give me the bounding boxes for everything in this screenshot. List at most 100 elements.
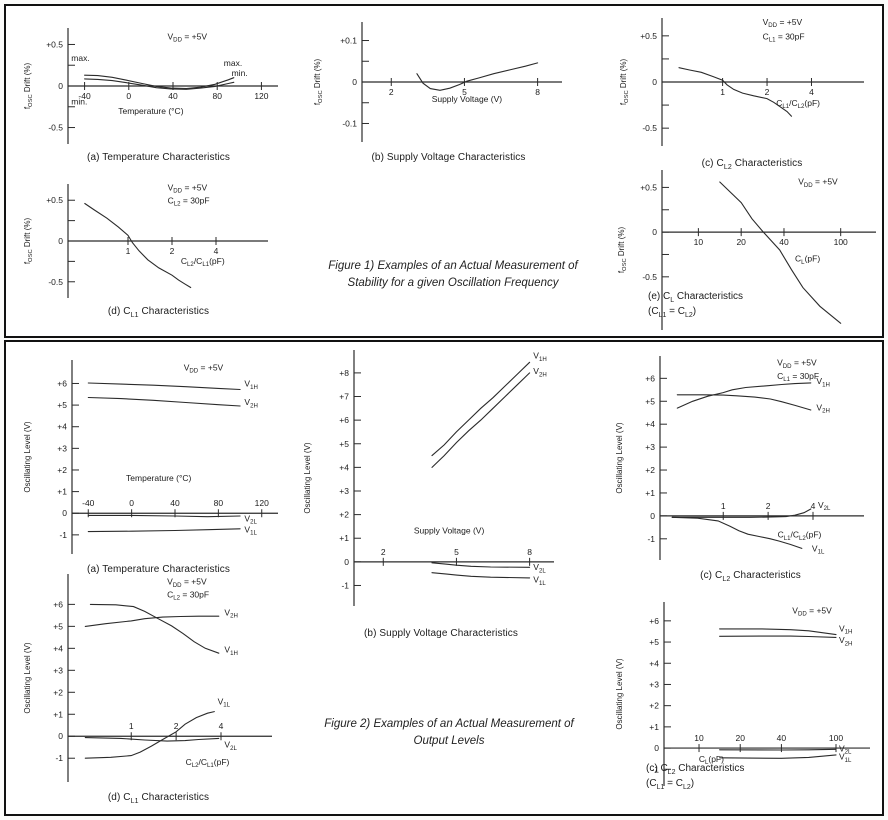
svg-text:Supply Voltage (V): Supply Voltage (V): [414, 526, 485, 536]
svg-text:-0.5: -0.5: [642, 272, 657, 282]
svg-text:+3: +3: [57, 443, 67, 453]
svg-text:0: 0: [652, 227, 657, 237]
svg-text:+1: +1: [57, 487, 67, 497]
y-axis-title: Oscillating Level (V): [615, 658, 624, 729]
svg-text:-40: -40: [78, 91, 91, 101]
svg-text:0: 0: [654, 743, 659, 753]
svg-text:+4: +4: [339, 462, 349, 472]
svg-text:CL1/CL2(pF): CL1/CL2(pF): [776, 98, 820, 110]
figure1-caption-line1: Figure 1) Examples of an Actual Measurem…: [328, 260, 578, 272]
y-axis-title: fOSC Drift (%): [619, 58, 630, 105]
series-V2L: [84, 737, 220, 742]
svg-text:CL2/CL1(pF): CL2/CL1(pF): [186, 757, 230, 769]
svg-text:1: 1: [720, 87, 725, 97]
series-drift: [84, 202, 192, 289]
series-drift: [719, 181, 842, 324]
series-V2L: [719, 748, 837, 751]
svg-text:+4: +4: [57, 422, 67, 432]
svg-text:-1: -1: [341, 580, 349, 590]
series-V1H: [89, 603, 220, 654]
y-axis-title: fOSC Drift (%): [617, 226, 628, 273]
series-V2L: [671, 508, 812, 518]
svg-text:80: 80: [214, 498, 224, 508]
svg-text:min.: min.: [71, 96, 87, 106]
svg-text:10: 10: [694, 237, 704, 247]
chart-canvas-f1e: +0.5 0 -0.5 10 20 40 100 VDD = +5V CL(pF) fOSC Dr…: [617, 170, 876, 330]
y-axis-title: Oscillating Level (V): [23, 642, 32, 713]
y-axis-title: fOSC Drift (%): [23, 217, 34, 264]
series-V1H: [87, 382, 241, 391]
svg-text:4: 4: [214, 246, 219, 256]
y-axis-title: fOSC Drift (%): [313, 58, 324, 105]
svg-text:20: 20: [735, 733, 745, 743]
svg-text:2: 2: [174, 721, 179, 731]
svg-text:-1: -1: [651, 764, 659, 774]
svg-text:+5: +5: [645, 396, 655, 406]
series-V2H: [719, 635, 837, 638]
svg-text:+3: +3: [339, 486, 349, 496]
svg-text:VDD = +5V: VDD = +5V: [777, 358, 817, 370]
svg-text:1: 1: [126, 246, 131, 256]
svg-text:+6: +6: [339, 415, 349, 425]
svg-text:V2L: V2L: [533, 562, 546, 574]
svg-text:+0.5: +0.5: [640, 31, 657, 41]
svg-text:CL2/CL1(pF): CL2/CL1(pF): [181, 256, 225, 268]
series-V1L: [671, 516, 803, 549]
chart-caption: (b) Supply Voltage Characteristics: [371, 152, 526, 163]
series-V1L: [84, 711, 215, 759]
svg-text:CL1 = 30pF: CL1 = 30pF: [763, 32, 805, 44]
svg-text:CL1/CL2(pF): CL1/CL2(pF): [778, 530, 822, 542]
svg-text:+0.1: +0.1: [340, 36, 357, 46]
chart-canvas-f1d: +0.5 0 -0.5 1 2 4 VDD = +5V CL2 = 30pF CL2/CL1(p…: [23, 182, 268, 298]
series-V2H: [87, 396, 241, 407]
svg-text:+1: +1: [645, 488, 655, 498]
svg-text:V2L: V2L: [224, 740, 237, 752]
svg-text:CL(pF): CL(pF): [795, 254, 820, 266]
svg-text:max.: max.: [71, 53, 89, 63]
series-V1H: [431, 361, 531, 457]
svg-text:V2L: V2L: [839, 743, 852, 755]
figure1-caption: Figure 1) Examples of an Actual Measurem…: [298, 258, 608, 293]
svg-text:+3: +3: [645, 442, 655, 452]
svg-text:Supply Voltage (V): Supply Voltage (V): [432, 94, 503, 104]
svg-text:V1L: V1L: [218, 696, 231, 708]
svg-text:V2H: V2H: [224, 607, 237, 619]
chart-caption: (d) CL1 Characteristics: [107, 306, 210, 319]
svg-text:+0.5: +0.5: [46, 195, 63, 205]
svg-text:-40: -40: [82, 498, 95, 508]
svg-text:0: 0: [344, 557, 349, 567]
svg-text:8: 8: [535, 87, 540, 97]
svg-text:-0.5: -0.5: [48, 123, 63, 133]
svg-text:+7: +7: [339, 392, 349, 402]
svg-text:+0.5: +0.5: [46, 39, 63, 49]
svg-text:+3: +3: [649, 679, 659, 689]
chart-caption-line1: (c) CL2 Characteristics: [646, 763, 745, 776]
svg-text:0: 0: [129, 498, 134, 508]
figure2-caption: Figure 2) Examples of an Actual Measurem…: [294, 716, 604, 751]
svg-text:120: 120: [255, 498, 269, 508]
series-V2L: [431, 562, 531, 568]
svg-text:VDD = +5V: VDD = +5V: [168, 32, 208, 44]
svg-text:+2: +2: [57, 465, 67, 475]
svg-text:2: 2: [765, 87, 770, 97]
svg-text:40: 40: [168, 91, 178, 101]
svg-text:0: 0: [126, 91, 131, 101]
svg-text:+5: +5: [339, 439, 349, 449]
svg-text:2: 2: [389, 87, 394, 97]
svg-text:Temperature (°C): Temperature (°C): [126, 473, 191, 483]
y-axis-title: fOSC Drift (%): [23, 62, 34, 109]
svg-text:min.: min.: [232, 68, 248, 78]
series-drift: [416, 62, 539, 91]
svg-text:100: 100: [829, 733, 843, 743]
svg-text:V1L: V1L: [533, 575, 546, 587]
svg-text:2: 2: [170, 246, 175, 256]
svg-text:V2L: V2L: [818, 500, 831, 512]
svg-text:+6: +6: [53, 599, 63, 609]
chart-caption: (b) Supply Voltage Characteristics: [363, 628, 519, 639]
series-V2H: [84, 615, 220, 627]
svg-text:4: 4: [809, 87, 814, 97]
svg-text:40: 40: [779, 237, 789, 247]
